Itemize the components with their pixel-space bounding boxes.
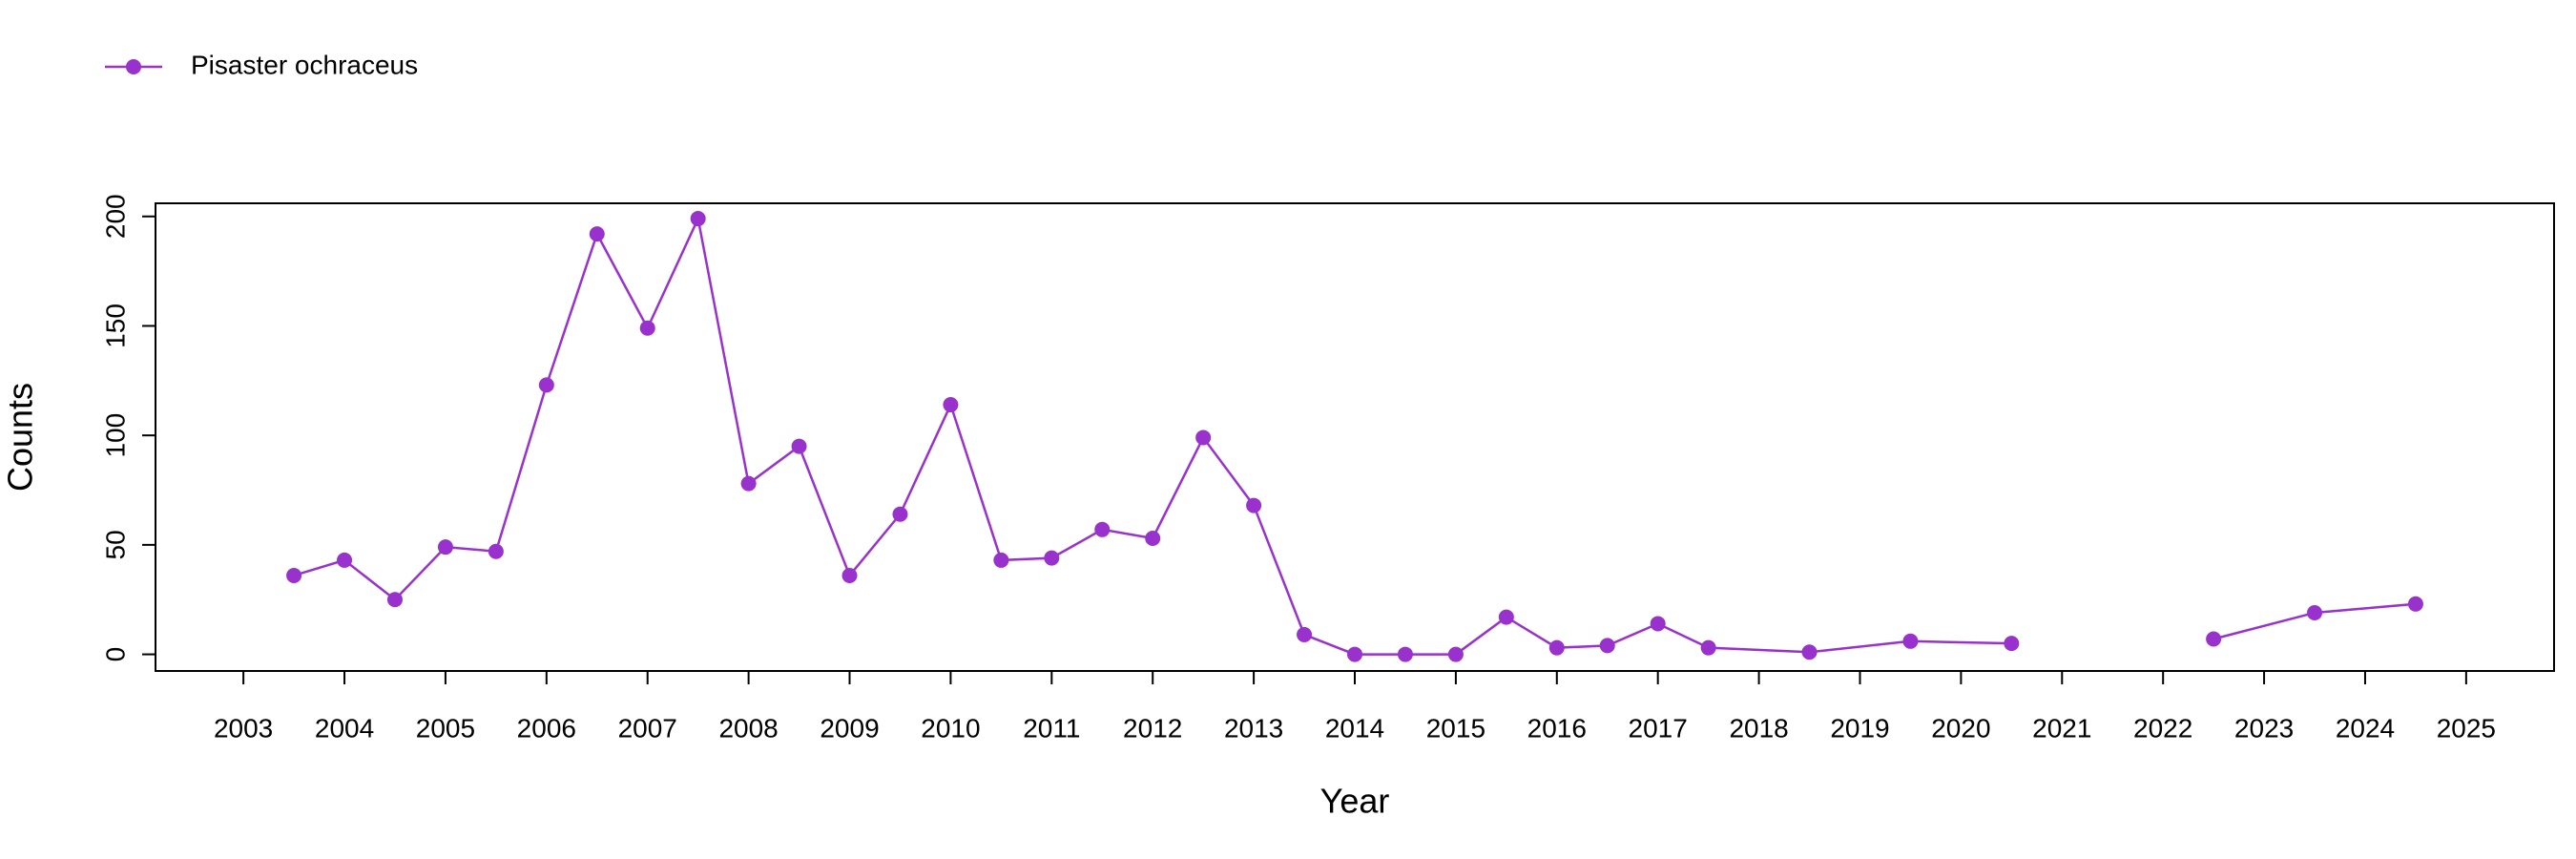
- x-tick-label: 2007: [618, 713, 677, 743]
- data-point: [1397, 646, 1413, 662]
- data-point: [1246, 497, 1262, 513]
- data-point: [488, 543, 504, 559]
- data-point: [437, 539, 453, 555]
- legend-marker: [126, 59, 141, 74]
- y-tick-label: 150: [100, 304, 130, 348]
- y-tick-label: 200: [100, 194, 130, 239]
- data-point: [1347, 646, 1362, 662]
- data-point: [1548, 639, 1565, 656]
- x-tick-label: 2022: [2133, 713, 2192, 743]
- data-point: [791, 438, 807, 454]
- x-tick-label: 2020: [1931, 713, 1990, 743]
- x-tick-label: 2013: [1224, 713, 1283, 743]
- x-tick-label: 2008: [718, 713, 778, 743]
- data-point: [2407, 596, 2423, 612]
- data-point: [1700, 639, 1716, 656]
- y-tick-label: 50: [100, 530, 130, 559]
- x-tick-label: 2009: [820, 713, 879, 743]
- data-point: [589, 226, 605, 242]
- data-point: [1447, 646, 1464, 662]
- plot-frame: [155, 202, 2555, 672]
- data-point: [1044, 550, 1060, 566]
- x-tick-label: 2023: [2234, 713, 2294, 743]
- legend-label: Pisaster ochraceus: [191, 50, 418, 79]
- x-tick-label: 2024: [2336, 713, 2395, 743]
- data-point: [1195, 430, 1212, 446]
- data-point: [2206, 631, 2222, 647]
- x-tick-label: 2025: [2437, 713, 2496, 743]
- x-tick-label: 2016: [1527, 713, 1587, 743]
- data-point: [841, 567, 858, 583]
- data-point: [2004, 636, 2020, 652]
- data-point: [639, 320, 655, 336]
- data-point: [993, 552, 1009, 568]
- x-tick-label: 2015: [1426, 713, 1485, 743]
- data-point: [1297, 626, 1313, 642]
- x-tick-label: 2017: [1629, 713, 1688, 743]
- data-point: [1599, 638, 1615, 654]
- data-point: [286, 567, 302, 583]
- data-point: [1145, 530, 1161, 546]
- x-tick-label: 2010: [921, 713, 980, 743]
- data-point: [892, 506, 908, 522]
- data-point: [2307, 604, 2323, 620]
- data-point: [386, 592, 403, 608]
- x-tick-label: 2004: [315, 713, 374, 743]
- y-axis-label: Counts: [1, 383, 40, 492]
- y-tick-label: 100: [100, 413, 130, 458]
- x-tick-label: 2019: [1830, 713, 1889, 743]
- data-point: [1902, 633, 1919, 649]
- data-point: [337, 552, 353, 568]
- data-point: [1094, 521, 1111, 537]
- x-tick-label: 2018: [1729, 713, 1788, 743]
- data-point: [690, 211, 706, 227]
- x-axis-label: Year: [1320, 782, 1390, 821]
- x-tick-label: 2021: [2032, 713, 2091, 743]
- x-tick-label: 2014: [1325, 713, 1384, 743]
- x-tick-label: 2006: [517, 713, 576, 743]
- series-line: [293, 214, 2417, 656]
- x-tick-label: 2003: [214, 713, 273, 743]
- x-tick-label: 2012: [1123, 713, 1182, 743]
- data-point: [740, 475, 757, 492]
- x-tick-label: 2005: [416, 713, 475, 743]
- data-point: [943, 397, 959, 413]
- data-point: [538, 377, 554, 393]
- x-tick-label: 2011: [1023, 713, 1080, 743]
- data-point: [1498, 609, 1514, 625]
- data-point: [1801, 644, 1818, 660]
- y-tick-label: 0: [100, 647, 130, 662]
- data-point: [1650, 616, 1666, 632]
